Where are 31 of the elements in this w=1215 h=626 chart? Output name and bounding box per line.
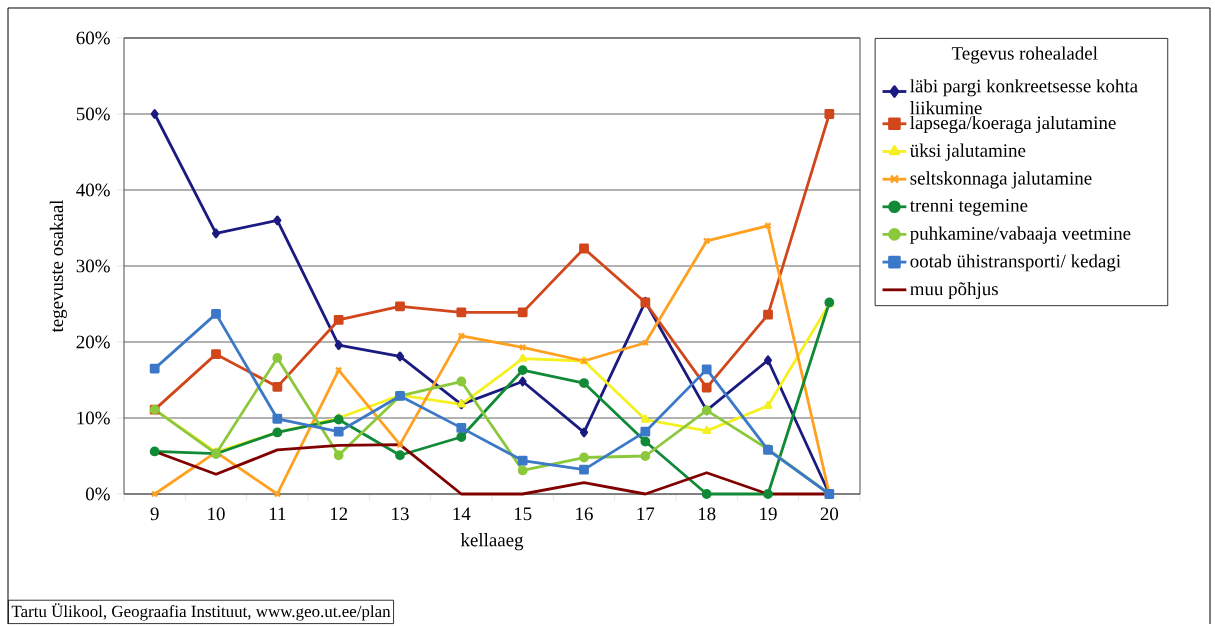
text: Tartu Ülikool, Geograafia Instituut, www.geo.ut.ee/plan (11, 603, 391, 621)
x-tick-label: 15 (514, 507, 532, 521)
legend-label: puhkamine/vabaaja veetmine (910, 226, 1131, 244)
y-tick-label: 60% (76, 31, 110, 45)
x-tick-label: 9 (150, 507, 159, 521)
legend-label: ootab ühistransporti/ kedagi (910, 254, 1121, 272)
x-tick-label: 19 (760, 507, 777, 521)
y-tick-label: 20% (76, 335, 110, 349)
legend-title: Tegevus rohealadel (951, 46, 1098, 64)
legend-label: trenni tegemine (909, 199, 1028, 216)
x-tick-label: 11 (269, 507, 286, 520)
x-tick-label: 20 (820, 507, 839, 521)
x-tick-label: 17 (637, 507, 655, 520)
y-tick-label: 40% (76, 183, 110, 197)
y-tick-label: 30% (76, 259, 110, 273)
legend-label: seltskonnaga jalutamine (910, 171, 1092, 189)
y-tick-label: 0% (85, 487, 110, 501)
x-tick-label: 12 (330, 507, 348, 521)
x-tick-label: 13 (392, 507, 409, 521)
x-tick-label: 16 (576, 507, 593, 521)
y-axis-title: tegevuste osakaal (49, 199, 67, 333)
x-tick-label: 14 (453, 507, 471, 520)
x-tick-label: 18 (698, 507, 716, 521)
x-tick-label: 10 (208, 507, 225, 521)
legend-label: läbi pargi konkreetsesse kohta liikumine (910, 79, 1138, 115)
y-tick-label: 10% (77, 411, 110, 425)
legend-label: lapsega/koeraga jalutamine (910, 115, 1116, 134)
legend-label: üksi jalutamine (909, 143, 1026, 161)
y-tick-label: 50% (76, 107, 110, 121)
legend-label: muu põhjus (910, 281, 998, 300)
x-axis-title: kellaaeg (460, 533, 524, 551)
